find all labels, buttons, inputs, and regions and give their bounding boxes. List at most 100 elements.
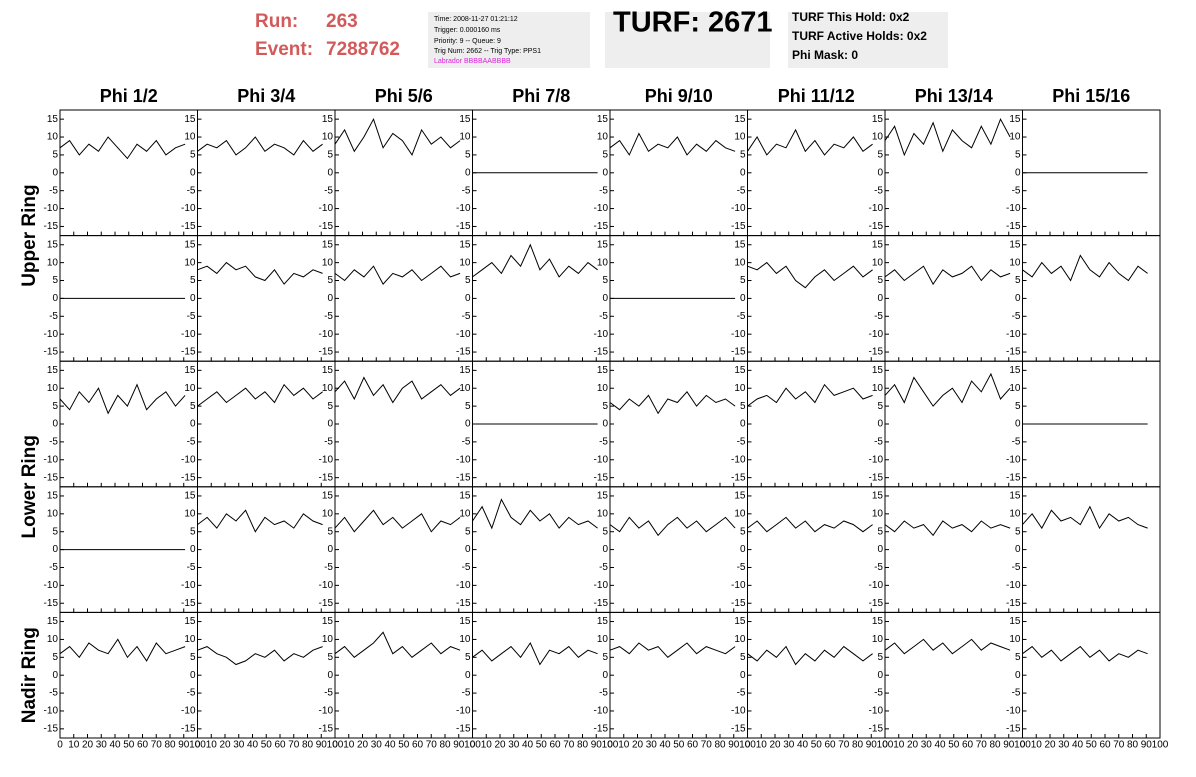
y-tick-label: 10 [1009,508,1021,519]
y-tick-label: -15 [594,472,609,483]
x-tick-label: 30 [233,740,245,751]
y-tick-label: -15 [181,221,196,232]
event-label: Event: [255,39,313,60]
y-tick-label: 0 [327,293,333,304]
y-tick-label: -15 [319,347,334,358]
y-tick-label: 5 [190,652,196,663]
y-tick-label: 0 [327,167,333,178]
waveform [197,261,323,285]
y-tick-label: -15 [456,472,471,483]
y-tick-label: -15 [869,347,884,358]
y-tick-label: 5 [877,275,883,286]
y-tick-label: 5 [190,401,196,412]
y-tick-label: 0 [52,293,58,304]
y-tick-label: 10 [459,508,471,519]
x-tick-label: 50 [673,740,685,751]
y-tick-label: 15 [597,114,609,125]
y-tick-label: 15 [47,239,59,250]
x-tick-label: 50 [123,740,135,751]
y-tick-label: 0 [877,167,883,178]
y-tick-label: 0 [740,419,746,430]
y-tick-label: -15 [1006,598,1021,609]
y-tick-label: 0 [465,419,471,430]
y-tick-label: -15 [731,472,746,483]
y-tick-label: 15 [1009,114,1021,125]
y-tick-label: 15 [322,491,334,502]
panel-frame [472,486,611,613]
x-tick-label: 100 [739,740,756,751]
y-tick-label: 10 [47,508,59,519]
y-tick-label: -5 [1012,311,1021,322]
y-tick-label: 15 [734,365,746,376]
y-tick-label: 5 [877,652,883,663]
y-tick-label: 0 [327,544,333,555]
panel-frame [609,109,748,237]
waveform [59,136,186,160]
y-tick-label: -5 [49,437,58,448]
y-tick-label: 15 [1009,239,1021,250]
y-tick-label: 0 [740,544,746,555]
waveform [1022,505,1148,530]
y-tick-label: 5 [1015,275,1021,286]
y-tick-label: -10 [1006,203,1021,214]
x-tick-label: 50 [948,740,960,751]
y-tick-label: 5 [1015,652,1021,663]
y-tick-label: 10 [597,132,609,143]
x-tick-label: 100 [877,740,894,751]
y-tick-label: -5 [1012,688,1021,699]
run-number: 263 [326,11,358,32]
x-tick-label: 90 [1003,740,1015,751]
y-tick-label: -5 [187,688,196,699]
panel-frame [1022,611,1161,739]
waveform [609,132,736,156]
waveform [197,383,323,407]
y-tick-label: 10 [47,383,59,394]
x-tick-label: 80 [439,740,451,751]
y-tick-label: 15 [1009,491,1021,502]
x-tick-label: 40 [522,740,534,751]
y-tick-label: -15 [731,347,746,358]
y-tick-label: -5 [324,688,333,699]
y-tick-label: 0 [740,167,746,178]
x-tick-label: 80 [164,740,176,751]
y-tick-label: -5 [324,437,333,448]
waveform [472,498,598,530]
x-tick-label: 30 [783,740,795,751]
y-tick-label: -10 [731,580,746,591]
y-tick-label: -10 [731,706,746,717]
holds-box [788,12,948,68]
panel-frame [59,611,198,739]
y-tick-label: 5 [52,526,58,537]
y-tick-label: 15 [47,616,59,627]
y-tick-label: -5 [599,185,608,196]
y-tick-label: -15 [1006,347,1021,358]
x-tick-label: 10 [1031,740,1043,751]
y-tick-label: 15 [47,365,59,376]
waveform [884,372,1011,407]
y-tick-label: -15 [181,347,196,358]
ring-label: Upper Ring [19,184,40,286]
y-tick-label: 15 [459,114,471,125]
y-tick-label: -10 [1006,329,1021,340]
x-tick-label: 70 [563,740,575,751]
x-tick-label: 20 [357,740,369,751]
hold-line: Phi Mask: 0 [792,48,858,62]
y-tick-label: 15 [734,491,746,502]
y-tick-label: -15 [731,723,746,734]
waveform [472,243,598,278]
x-tick-label: 50 [261,740,273,751]
ring-label: Nadir Ring [19,627,40,723]
y-tick-label: 10 [597,634,609,645]
panel-frame [747,486,886,613]
x-tick-label: 70 [1113,740,1125,751]
x-tick-label: 90 [178,740,190,751]
waveform [1022,645,1148,662]
x-tick-label: 80 [852,740,864,751]
y-tick-label: -5 [49,185,58,196]
x-tick-label: 70 [976,740,988,751]
y-tick-label: 15 [597,239,609,250]
x-tick-label: 40 [384,740,396,751]
x-tick-label: 60 [274,740,286,751]
y-tick-label: -15 [869,598,884,609]
waveform [747,128,873,156]
